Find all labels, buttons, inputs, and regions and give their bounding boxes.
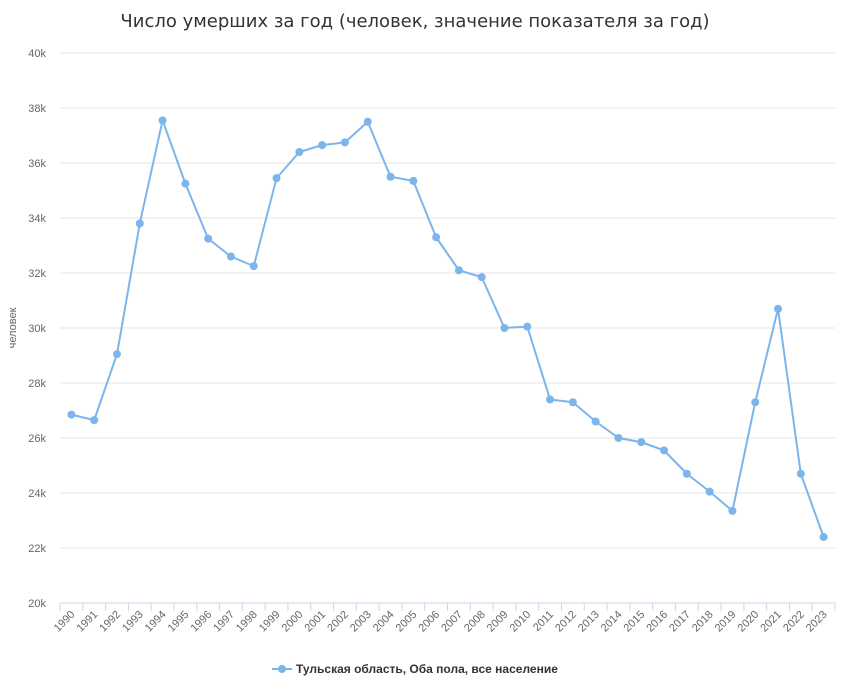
y-tick-label: 22k [28, 543, 46, 555]
data-point[interactable] [409, 176, 418, 185]
x-tick-label: 2012 [553, 609, 579, 635]
chart-title: Число умерших за год (человек, значение … [120, 11, 709, 32]
y-tick-label: 24k [28, 488, 46, 500]
data-point[interactable] [774, 304, 783, 313]
x-tick-label: 2004 [371, 609, 397, 635]
data-point[interactable] [454, 266, 463, 275]
data-point[interactable] [568, 398, 577, 407]
legend[interactable]: Тульская область, Оба пола, все населени… [272, 662, 558, 676]
x-tick-label: 2021 [758, 609, 784, 635]
x-tick-label: 1993 [120, 609, 146, 635]
legend-marker [278, 665, 286, 673]
x-tick-label: 2018 [690, 609, 716, 635]
data-point[interactable] [318, 141, 327, 150]
data-point[interactable] [226, 252, 235, 261]
y-tick-label: 36k [28, 158, 46, 170]
x-tick-label: 2003 [348, 609, 374, 635]
x-tick-label: 2010 [508, 609, 534, 635]
grid-lines [60, 52, 835, 604]
data-point[interactable] [67, 410, 76, 419]
x-tick-label: 2009 [485, 609, 511, 635]
y-tick-label: 32k [28, 268, 46, 280]
data-point[interactable] [819, 533, 828, 541]
y-tick-label: 30k [28, 323, 46, 335]
y-tick-label: 38k [28, 103, 46, 115]
x-tick-label: 2023 [804, 609, 830, 635]
x-tick-label: 1991 [75, 609, 101, 635]
data-point[interactable] [728, 506, 737, 515]
x-tick-label: 2011 [531, 609, 556, 634]
data-point[interactable] [112, 350, 121, 359]
x-tick-label: 2020 [736, 609, 762, 635]
data-point[interactable] [135, 219, 144, 228]
x-tick-label: 1998 [234, 609, 260, 635]
data-point[interactable] [204, 234, 213, 243]
data-point[interactable] [272, 174, 281, 183]
y-tick-label: 26k [28, 433, 46, 445]
data-point[interactable] [682, 469, 691, 478]
x-axis-ticks: 1990199119921993199419951996199719981999… [52, 602, 836, 635]
x-tick-label: 1992 [97, 609, 123, 635]
data-point[interactable] [158, 116, 167, 125]
x-tick-label: 2014 [599, 609, 625, 635]
data-point[interactable] [500, 324, 509, 332]
series-layer [67, 116, 828, 541]
data-point[interactable] [340, 138, 349, 147]
data-point[interactable] [249, 262, 258, 271]
x-tick-label: 1997 [211, 609, 237, 635]
legend-label[interactable]: Тульская область, Оба пола, все населени… [296, 662, 558, 676]
x-tick-label: 2006 [416, 609, 442, 635]
x-tick-label: 2005 [394, 609, 420, 635]
x-tick-label: 2017 [667, 609, 693, 635]
data-point[interactable] [386, 172, 395, 181]
data-point[interactable] [546, 395, 555, 404]
data-point[interactable] [705, 487, 714, 496]
x-tick-label: 2019 [713, 609, 739, 635]
data-point[interactable] [295, 148, 304, 156]
y-tick-label: 40k [28, 48, 46, 60]
x-tick-label: 2016 [644, 609, 670, 635]
y-tick-label: 34k [28, 213, 46, 225]
x-tick-label: 1996 [188, 609, 214, 635]
data-point[interactable] [181, 179, 190, 188]
x-tick-label: 1994 [143, 609, 169, 635]
data-point[interactable] [90, 416, 99, 425]
x-tick-label: 2013 [576, 609, 602, 635]
data-point[interactable] [796, 469, 805, 478]
y-axis-ticks: 20k 22k 24k 26k 28k 30k 32k 34k 36k 38k 40k [28, 48, 46, 610]
data-point[interactable] [363, 117, 372, 126]
series-line [71, 119, 825, 538]
x-tick-label: 2000 [280, 609, 306, 635]
x-tick-label: 2015 [622, 609, 648, 635]
x-tick-label: 1999 [257, 609, 283, 635]
x-tick-label: 2007 [439, 609, 465, 635]
x-tick-label: 2001 [302, 609, 328, 635]
data-point[interactable] [477, 273, 486, 282]
data-point[interactable] [432, 233, 441, 242]
data-point[interactable] [523, 322, 532, 331]
y-axis-label: человек [7, 307, 19, 348]
data-point[interactable] [614, 434, 623, 442]
x-tick-label: 2008 [462, 609, 488, 635]
x-tick-label: 1995 [166, 609, 192, 635]
x-tick-label: 2022 [781, 609, 807, 635]
data-point[interactable] [751, 398, 760, 407]
data-point[interactable] [660, 446, 669, 455]
y-tick-label: 28k [28, 378, 46, 390]
x-tick-label: 1990 [52, 609, 78, 635]
x-tick-label: 2002 [325, 609, 351, 635]
data-point[interactable] [591, 417, 600, 426]
y-tick-label: 20k [28, 598, 46, 610]
data-point[interactable] [637, 438, 646, 447]
